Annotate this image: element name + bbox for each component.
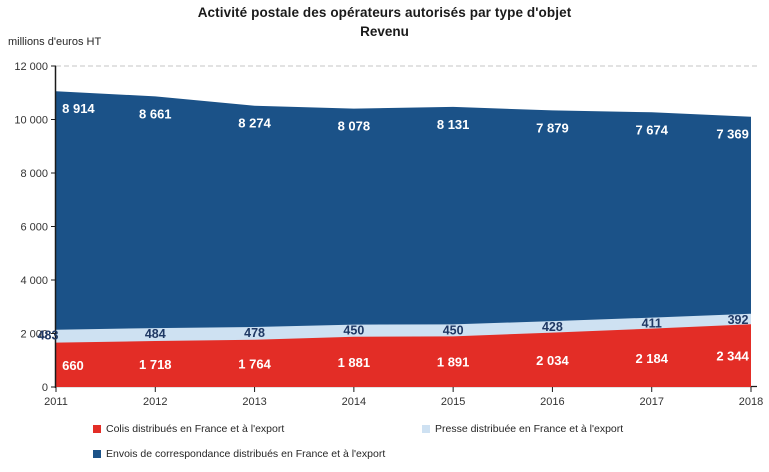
presse-legend-swatch [422,425,430,433]
data-label-presse: 428 [542,320,563,334]
data-label-envois: 7 369 [716,127,749,142]
data-label-colis: 1 764 [238,356,271,371]
x-tick-label: 2018 [739,396,763,408]
data-label-colis: 2 184 [635,351,668,366]
y-tick-label: 12 000 [14,61,48,73]
area-series-envois [56,91,751,387]
data-label-presse: 483 [38,329,59,343]
y-tick-label: 6 000 [20,222,48,234]
presse-legend-label: Presse distribuée en France et à l'expor… [435,423,624,435]
data-label-colis: 1 718 [139,357,172,372]
colis-legend-label: Colis distribués en France et à l'export [106,423,285,435]
x-tick-label: 2013 [242,396,266,408]
data-label-presse: 484 [145,327,166,341]
y-tick-label: 8 000 [20,168,48,180]
legend-item-envois: Envois de correspondance distribués en F… [93,448,385,460]
data-label-envois: 8 078 [338,119,371,134]
data-label-colis: 660 [62,358,84,373]
legend-item-colis: Colis distribués en France et à l'export [93,423,284,435]
y-axis-unit-label: millions d'euros HT [8,36,102,48]
data-label-envois: 7 674 [635,122,668,137]
legend-item-presse: Presse distribuée en France et à l'expor… [422,423,623,435]
data-label-presse: 411 [642,317,662,331]
y-tick-label: 2 000 [20,329,48,341]
data-label-envois: 8 274 [238,116,271,131]
chart-title: Activité postale des opérateurs autorisé… [197,5,572,20]
colis-legend-swatch [93,425,101,433]
data-label-presse: 392 [728,313,749,327]
data-label-colis: 1 881 [338,355,371,370]
data-label-presse: 450 [443,323,464,337]
x-tick-label: 2011 [44,396,68,408]
data-label-colis: 1 891 [437,355,470,370]
x-tick-label: 2017 [639,396,663,408]
y-tick-label: 0 [42,382,48,394]
data-label-envois: 8 914 [62,101,95,116]
data-label-presse: 478 [244,326,265,340]
envois-legend-label: Envois de correspondance distribués en F… [106,448,386,460]
chart-subtitle: Revenu [360,24,409,39]
data-label-colis: 2 034 [536,353,569,368]
data-label-envois: 7 879 [536,120,569,135]
data-label-envois: 8 661 [139,106,172,121]
area-series-colis [56,324,751,387]
y-tick-label: 10 000 [14,115,48,127]
data-label-colis: 2 344 [716,349,749,364]
x-tick-label: 2015 [441,396,465,408]
x-tick-label: 2012 [143,396,167,408]
data-label-envois: 8 131 [437,117,470,132]
envois-legend-swatch [93,450,101,458]
x-tick-label: 2016 [540,396,564,408]
x-tick-label: 2014 [342,396,366,408]
data-label-presse: 450 [343,324,364,338]
y-tick-label: 4 000 [20,275,48,287]
